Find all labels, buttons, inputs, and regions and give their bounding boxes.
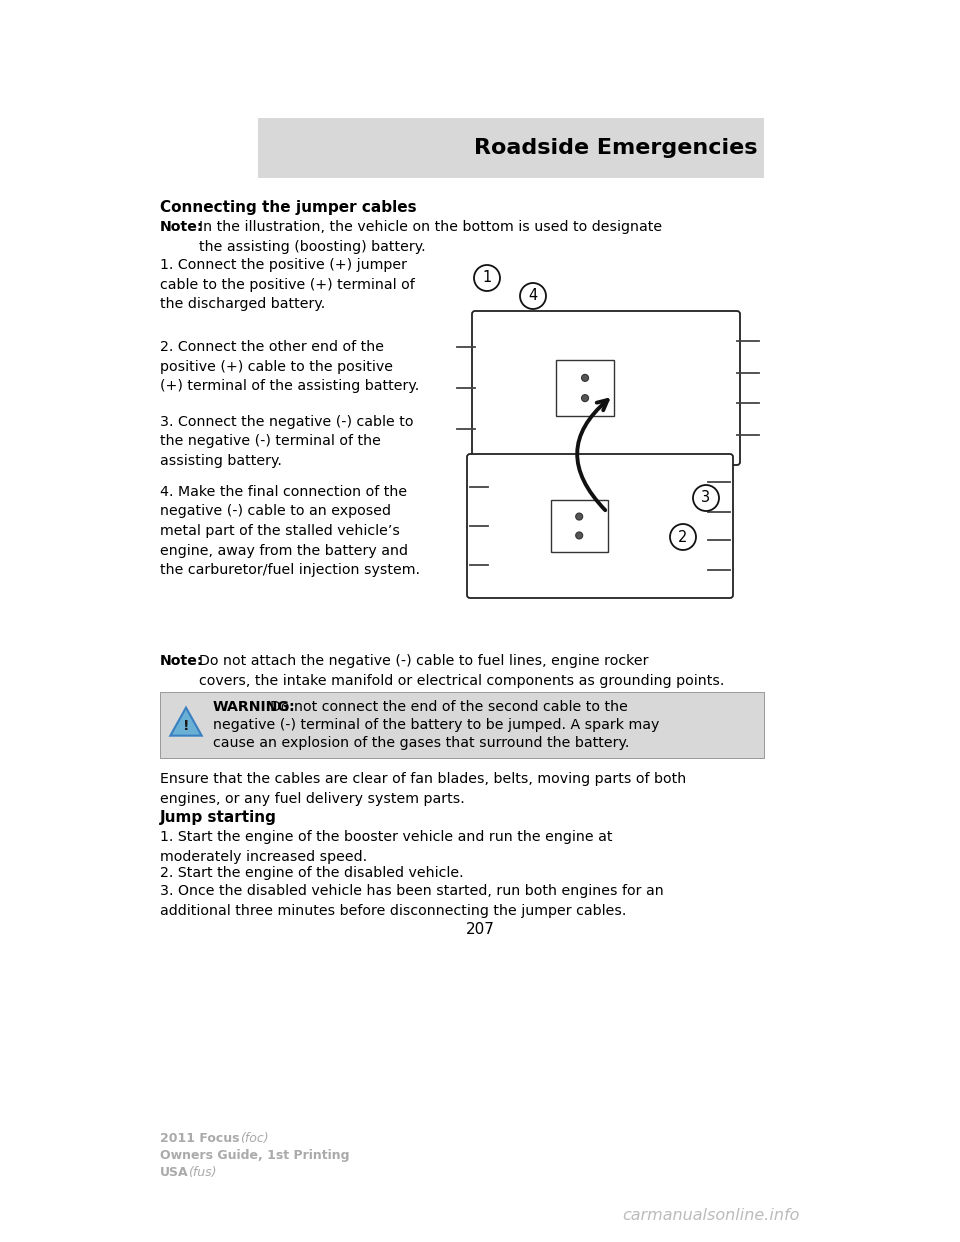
Text: 3: 3 <box>702 491 710 505</box>
Text: 207: 207 <box>466 922 494 936</box>
Text: In the illustration, the vehicle on the bottom is used to designate
the assistin: In the illustration, the vehicle on the … <box>199 220 662 253</box>
FancyBboxPatch shape <box>467 455 733 597</box>
Text: Note:: Note: <box>160 220 204 233</box>
Text: Connecting the jumper cables: Connecting the jumper cables <box>160 200 417 215</box>
Text: Roadside Emergencies: Roadside Emergencies <box>473 138 757 158</box>
Text: 1: 1 <box>482 271 492 286</box>
Text: 2. Connect the other end of the
positive (+) cable to the positive
(+) terminal : 2. Connect the other end of the positive… <box>160 340 420 392</box>
Polygon shape <box>170 708 202 735</box>
FancyBboxPatch shape <box>472 310 740 465</box>
FancyArrowPatch shape <box>577 400 608 510</box>
Text: (fus): (fus) <box>188 1166 217 1179</box>
Circle shape <box>693 484 719 510</box>
Circle shape <box>582 374 588 381</box>
Text: 3. Once the disabled vehicle has been started, run both engines for an
additiona: 3. Once the disabled vehicle has been st… <box>160 884 663 918</box>
Text: USA: USA <box>160 1166 188 1179</box>
Text: 2. Start the engine of the disabled vehicle.: 2. Start the engine of the disabled vehi… <box>160 866 464 881</box>
Text: (foc): (foc) <box>240 1131 269 1145</box>
Bar <box>551 499 608 553</box>
Text: carmanualsonline.info: carmanualsonline.info <box>623 1208 800 1223</box>
FancyBboxPatch shape <box>258 118 764 178</box>
Text: Ensure that the cables are clear of fan blades, belts, moving parts of both
engi: Ensure that the cables are clear of fan … <box>160 773 686 806</box>
Circle shape <box>670 524 696 550</box>
Text: 2: 2 <box>679 529 687 544</box>
Circle shape <box>474 265 500 291</box>
Text: negative (-) terminal of the battery to be jumped. A spark may: negative (-) terminal of the battery to … <box>213 718 660 732</box>
Text: Do not attach the negative (-) cable to fuel lines, engine rocker
covers, the in: Do not attach the negative (-) cable to … <box>199 655 725 688</box>
Text: 4: 4 <box>528 288 538 303</box>
FancyBboxPatch shape <box>160 692 764 758</box>
Text: cause an explosion of the gases that surround the battery.: cause an explosion of the gases that sur… <box>213 737 630 750</box>
Text: 4. Make the final connection of the
negative (-) cable to an exposed
metal part : 4. Make the final connection of the nega… <box>160 484 420 578</box>
Text: Note:: Note: <box>160 655 204 668</box>
Circle shape <box>576 513 583 520</box>
Text: 1. Connect the positive (+) jumper
cable to the positive (+) terminal of
the dis: 1. Connect the positive (+) jumper cable… <box>160 258 415 310</box>
Circle shape <box>520 283 546 309</box>
Text: Jump starting: Jump starting <box>160 810 276 825</box>
Circle shape <box>582 395 588 401</box>
Text: WARNING:: WARNING: <box>213 700 296 714</box>
Text: 1. Start the engine of the booster vehicle and run the engine at
moderately incr: 1. Start the engine of the booster vehic… <box>160 830 612 863</box>
Circle shape <box>576 532 583 539</box>
Text: Owners Guide, 1st Printing: Owners Guide, 1st Printing <box>160 1149 349 1163</box>
Text: !: ! <box>182 719 189 733</box>
Text: 2011 Focus: 2011 Focus <box>160 1131 239 1145</box>
Bar <box>556 360 613 416</box>
Text: Do not connect the end of the second cable to the: Do not connect the end of the second cab… <box>270 700 628 714</box>
Text: 3. Connect the negative (-) cable to
the negative (-) terminal of the
assisting : 3. Connect the negative (-) cable to the… <box>160 415 414 468</box>
